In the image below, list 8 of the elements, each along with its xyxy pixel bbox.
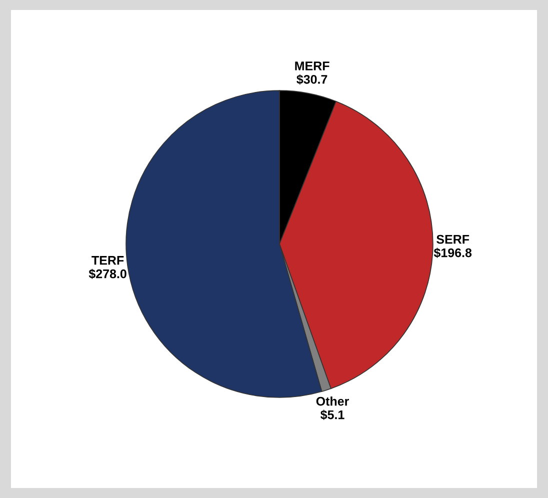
data-label: $278.0 (88, 268, 126, 280)
slice-label: SERF (436, 234, 470, 244)
slice-label: MERF (295, 62, 330, 70)
data-label: $5.1 (320, 410, 344, 420)
data-label: $30.7 (296, 74, 328, 85)
data-label: $196.8 (434, 248, 472, 258)
slice-label: TERF (92, 256, 124, 265)
slice-label: Other (316, 396, 349, 406)
